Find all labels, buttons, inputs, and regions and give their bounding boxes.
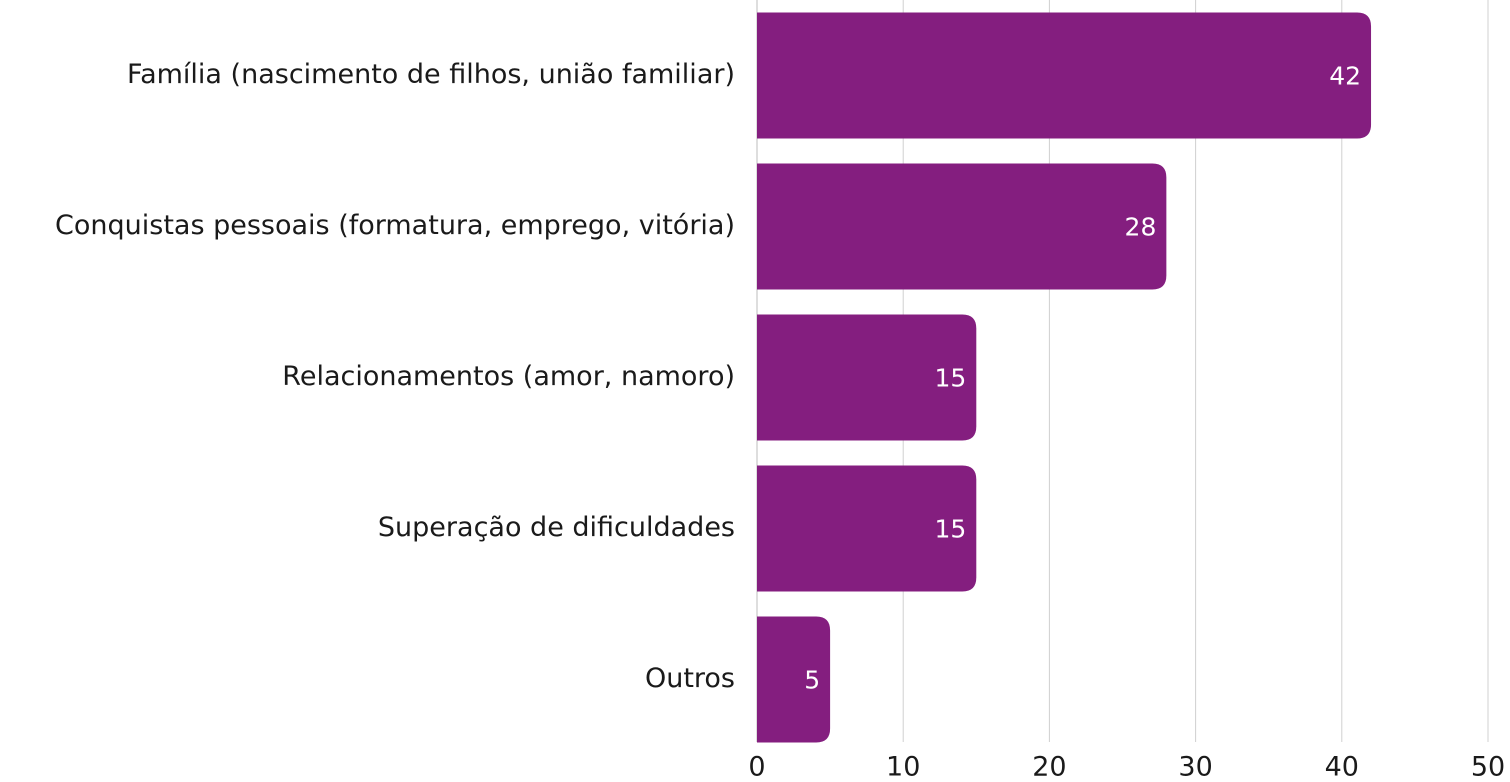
bar — [757, 314, 977, 441]
category-label: Família (nascimento de filhos, união fam… — [127, 59, 735, 90]
x-tick-label: 0 — [748, 752, 765, 782]
bar — [757, 12, 1372, 139]
bar — [757, 616, 831, 743]
x-tick-label: 10 — [886, 752, 920, 782]
value-label: 15 — [934, 364, 966, 393]
x-tick-label: 40 — [1325, 752, 1359, 782]
x-tick-label: 50 — [1471, 752, 1505, 782]
value-label: 42 — [1329, 62, 1361, 91]
bar — [757, 465, 977, 592]
value-label: 5 — [804, 666, 820, 695]
bar — [757, 163, 1167, 290]
x-tick-label: 20 — [1032, 752, 1066, 782]
category-label: Relacionamentos (amor, namoro) — [282, 361, 735, 392]
category-label: Conquistas pessoais (formatura, emprego,… — [55, 210, 735, 241]
value-label: 15 — [934, 515, 966, 544]
category-label: Outros — [645, 663, 735, 694]
value-label: 28 — [1125, 213, 1157, 242]
x-tick-label: 30 — [1178, 752, 1212, 782]
category-label: Superação de dificuldades — [378, 512, 735, 543]
